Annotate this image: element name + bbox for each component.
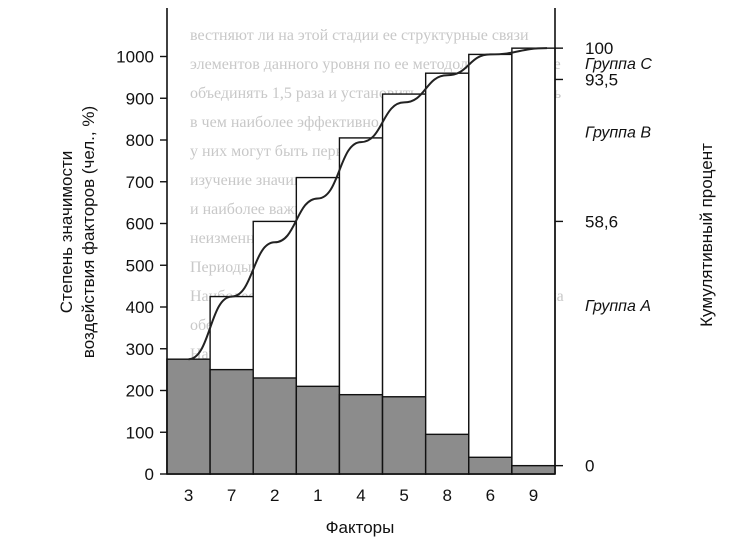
right-tick-label: 58,6 bbox=[585, 212, 618, 231]
y-tick-label: 500 bbox=[126, 256, 154, 275]
factor-bar-8 bbox=[424, 433, 470, 475]
y-tick-label: 300 bbox=[126, 340, 154, 359]
x-tick-label: 7 bbox=[227, 486, 236, 505]
factor-bar-3 bbox=[166, 358, 211, 475]
cumulative-bar-6 bbox=[468, 53, 513, 475]
x-tick-label: 6 bbox=[486, 486, 495, 505]
right-tick-label: 93,5 bbox=[585, 70, 618, 89]
x-tick-label: 3 bbox=[184, 486, 193, 505]
factor-bar-6 bbox=[468, 456, 513, 475]
y-tick-label: 200 bbox=[126, 382, 154, 401]
group-label: Группа А bbox=[585, 298, 651, 315]
right-tick-label: 100 bbox=[585, 39, 613, 58]
factor-bar-5 bbox=[381, 396, 427, 475]
y-tick-label: 700 bbox=[126, 173, 154, 192]
group-label: Группа С bbox=[585, 56, 652, 73]
right-tick-label: 0 bbox=[585, 457, 594, 476]
y-tick-label: 100 bbox=[126, 423, 154, 442]
x-tick-label: 4 bbox=[356, 486, 365, 505]
y-tick-label: 0 bbox=[145, 465, 154, 484]
factor-bar-9 bbox=[511, 464, 556, 475]
x-tick-label: 5 bbox=[399, 486, 408, 505]
x-tick-label: 9 bbox=[529, 486, 538, 505]
factor-bar-1 bbox=[295, 385, 341, 475]
x-tick-label: 8 bbox=[442, 486, 451, 505]
cumulative-bar-9 bbox=[511, 47, 556, 475]
y-tick-label: 600 bbox=[126, 215, 154, 234]
background-text-line: вестняют ли на этой стадии ее структурны… bbox=[190, 27, 529, 44]
x-tick-label: 1 bbox=[313, 486, 322, 505]
background-text-line: элементов данного уровня по ее методолог… bbox=[190, 56, 561, 73]
y-tick-label: 400 bbox=[126, 298, 154, 317]
background-text-line: Периоды bbox=[190, 259, 252, 276]
x-axis-title: Факторы bbox=[326, 518, 395, 537]
cumulative-line bbox=[188, 47, 548, 361]
y-tick-label: 1000 bbox=[116, 48, 154, 67]
factor-bar-7 bbox=[209, 368, 254, 475]
group-label: Группа В bbox=[585, 125, 651, 142]
y-axis-title: Степень значимости воздействия факторов (… bbox=[57, 106, 98, 358]
y-tick-label: 900 bbox=[126, 89, 154, 108]
right-axis-title: Кумулятивный процент bbox=[697, 143, 716, 327]
cumulative-bar-8 bbox=[424, 72, 470, 475]
y-tick-label: 800 bbox=[126, 131, 154, 150]
x-tick-label: 2 bbox=[270, 486, 279, 505]
bars bbox=[166, 47, 556, 475]
factor-bar-4 bbox=[338, 393, 384, 475]
factor-bar-2 bbox=[252, 377, 298, 475]
